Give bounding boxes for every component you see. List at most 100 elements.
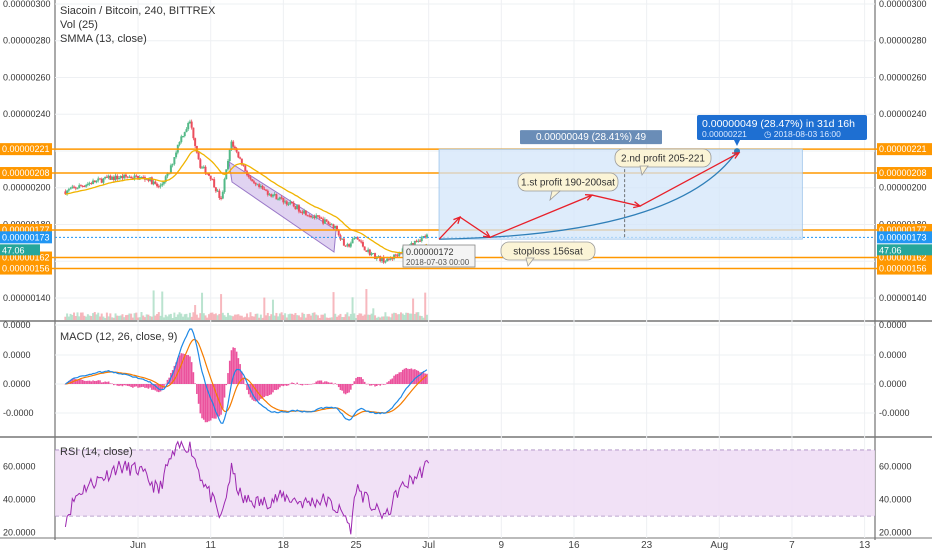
volume-bar (374, 315, 377, 320)
volume-bar (230, 315, 233, 320)
candle-body (213, 179, 216, 188)
candle-body (353, 237, 356, 240)
candle-body (121, 176, 124, 179)
macd-signal-line (65, 338, 428, 418)
volume-bar (327, 317, 330, 320)
volume-bar (190, 316, 193, 320)
macd-histogram-bar (315, 381, 318, 384)
candle-body (133, 175, 136, 179)
volume-bar (344, 314, 347, 320)
macd-histogram-bar (213, 384, 215, 419)
macd-histogram-bar (223, 384, 226, 398)
volume-bar (363, 314, 366, 320)
candle-body (85, 184, 88, 187)
macd-histogram-bar (95, 380, 98, 384)
candle-body (415, 240, 418, 242)
candle-body (330, 224, 333, 226)
candle-body (413, 240, 416, 245)
macd-histogram-bar (180, 353, 183, 384)
macd-histogram-bar (244, 383, 247, 385)
macd-histogram-bar (199, 384, 202, 414)
volume-bar (220, 294, 223, 320)
callout-second-profit: 2.nd profit 205-221 (614, 148, 712, 177)
macd-histogram-bar (301, 384, 304, 386)
candle-body (131, 178, 134, 180)
candle-body (387, 258, 390, 260)
candle-body (164, 176, 167, 182)
price-line-tag-left-text: 0.00000221 (2, 144, 50, 154)
x-axis-ticks: Jun 11 18 25 Jul 9 16 23 Aug 7 13 (130, 540, 871, 550)
rsi-tick-left: 60.0000 (3, 461, 36, 471)
volume-bar (152, 290, 155, 320)
volume-bar (413, 313, 416, 320)
candle-body (211, 179, 214, 181)
candle-body (327, 221, 330, 224)
candle-body (104, 176, 107, 179)
macd-histogram-bar (182, 353, 184, 384)
macd-histogram-bar (374, 384, 376, 387)
macd-tick-right: 0.0000 (879, 350, 907, 360)
callout-first-profit-bubble (517, 172, 619, 192)
macd-histogram-bar (154, 384, 157, 391)
candle-body (178, 142, 181, 145)
volume-bar (194, 305, 197, 320)
volume-bar (408, 313, 411, 320)
volume-bar (247, 317, 250, 320)
candle-body (92, 180, 95, 185)
volume-bar (150, 316, 153, 320)
candle-body (348, 244, 351, 247)
start-tag-date: 2018-07-03 00:00 (406, 258, 470, 267)
volume-bar (372, 308, 375, 320)
volume-bar (422, 317, 425, 320)
candle-body (180, 136, 183, 143)
macd-histogram-bar (291, 382, 293, 384)
volume-bar (323, 313, 326, 320)
macd-histogram-bar (403, 368, 406, 384)
candle-body (322, 218, 325, 224)
candle-body (356, 237, 359, 240)
volume-bar (304, 317, 307, 320)
macd-histogram-bar (408, 368, 411, 384)
volume-bar (240, 315, 243, 320)
macd-histogram-bar (419, 372, 421, 384)
volume-bar (316, 315, 319, 320)
candle-body (424, 236, 427, 238)
macd-histogram-bar (261, 384, 264, 399)
macd-histogram-bar (339, 384, 342, 390)
volume-bar (137, 317, 140, 320)
volume-bar (258, 317, 261, 320)
macd-histogram-bar (405, 367, 407, 384)
volume-bar (180, 313, 183, 320)
macd-histogram-bar (270, 384, 273, 395)
volume-bar (410, 313, 413, 320)
macd-histogram-bar (69, 379, 72, 384)
candle-body (367, 249, 370, 252)
candle-body (107, 175, 110, 178)
volume-bar (348, 316, 351, 320)
candle-body (254, 182, 257, 185)
candle-body (374, 253, 377, 260)
macd-histogram-bar (313, 383, 316, 384)
macd-histogram-bar (330, 382, 333, 384)
volume-bar (216, 315, 219, 320)
macd-histogram-bar (294, 384, 297, 385)
volume-bar (140, 312, 143, 320)
volume-bar (360, 313, 363, 320)
macd-histogram-bar (225, 384, 228, 386)
volume-bar (287, 314, 290, 320)
measure-label: 0.00000049 (28.41%) 49 (536, 132, 647, 143)
candle-body (157, 186, 160, 188)
macd-histogram-bar (100, 382, 103, 384)
macd-histogram-bar (280, 384, 283, 386)
candle-body (105, 176, 108, 178)
candle-body (102, 178, 105, 183)
volume-bar (301, 312, 304, 320)
macd-histogram-bar (310, 384, 312, 385)
candle-body (271, 194, 274, 197)
macd-histogram-bar (142, 384, 145, 387)
price-line-tag-right (877, 143, 932, 156)
macd-histogram-bar (230, 350, 233, 384)
macd-histogram-bar (80, 379, 82, 384)
macd-histogram-bar (190, 362, 193, 384)
volume-bar (256, 313, 259, 320)
